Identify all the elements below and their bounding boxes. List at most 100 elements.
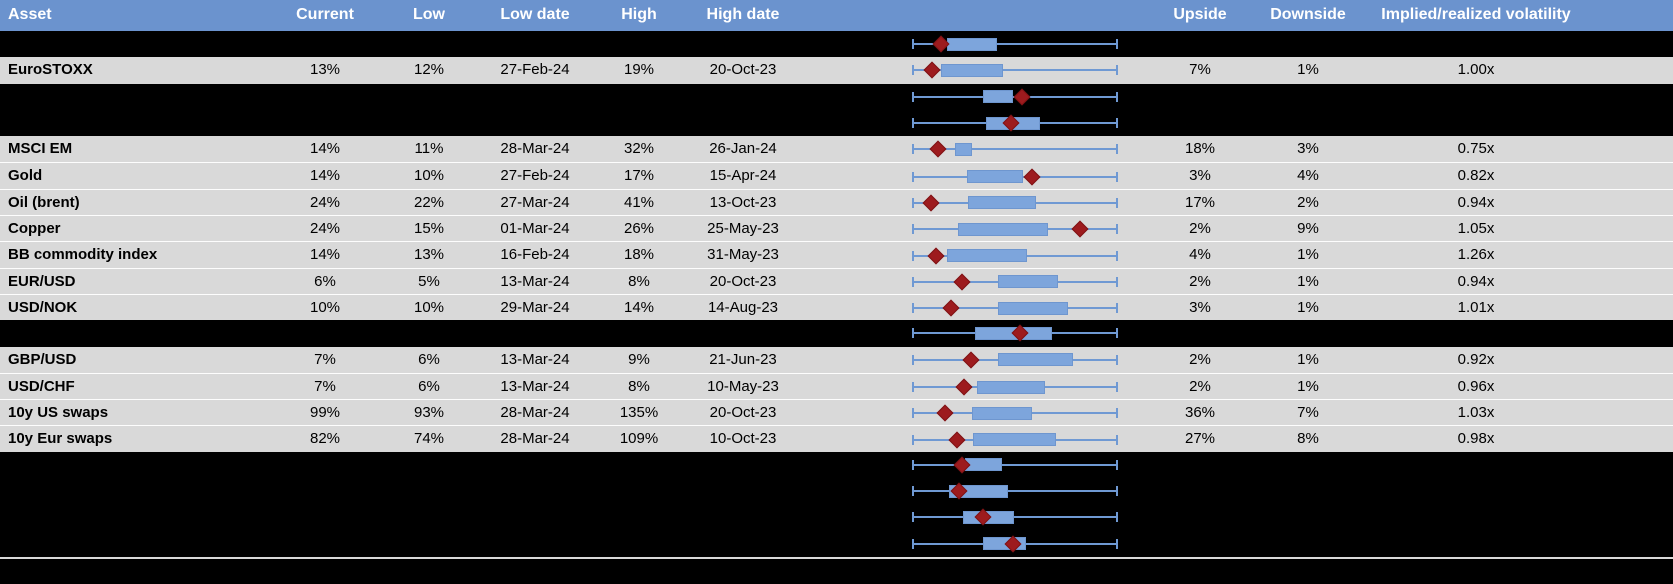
cell-low[interactable]: 6% <box>418 350 440 368</box>
cell-downside[interactable]: 4% <box>1297 167 1319 185</box>
cell-upside[interactable]: 36% <box>1184 404 1216 422</box>
cell-impl-real[interactable] <box>1346 320 1606 346</box>
cell-upside[interactable]: 2% <box>1189 377 1211 395</box>
cell-high[interactable]: 14% <box>623 298 655 316</box>
cell-high[interactable]: 9% <box>628 350 650 368</box>
header-low-date[interactable]: Low date <box>500 6 570 24</box>
header-low[interactable]: Low <box>413 6 445 24</box>
cell-high-date[interactable]: 13-Oct-23 <box>709 193 777 211</box>
cell-low[interactable] <box>396 84 462 110</box>
cell-low[interactable]: 10% <box>413 298 445 316</box>
cell-current[interactable] <box>254 320 396 346</box>
cell-high-date[interactable]: 20-Oct-23 <box>709 404 777 422</box>
cell-asset[interactable]: 10y US swaps <box>8 404 109 422</box>
cell-impl-real[interactable]: 1.26x <box>1457 246 1495 264</box>
cell-high-date[interactable]: 20-Oct-23 <box>709 272 777 290</box>
header-upside[interactable]: Upside <box>1173 6 1227 24</box>
cell-upside[interactable]: 2% <box>1189 272 1211 290</box>
cell-impl-real[interactable]: 0.96x <box>1457 377 1495 395</box>
cell-high-date[interactable] <box>670 478 816 504</box>
cell-upside[interactable] <box>1130 84 1270 110</box>
cell-high-date[interactable]: 10-Oct-23 <box>709 430 777 448</box>
cell-high[interactable] <box>608 478 670 504</box>
cell-low-date[interactable]: 27-Mar-24 <box>500 193 570 211</box>
cell-impl-real[interactable] <box>1346 84 1606 110</box>
header-current[interactable]: Current <box>296 6 354 24</box>
cell-high-date[interactable]: 21-Jun-23 <box>709 350 777 368</box>
cell-asset[interactable]: 10y Eur swaps <box>8 430 113 448</box>
cell-downside[interactable]: 7% <box>1297 404 1319 422</box>
cell-low[interactable]: 15% <box>413 220 445 238</box>
cell-asset[interactable]: MSCI EM <box>8 140 73 158</box>
cell-current[interactable]: 6% <box>314 272 336 290</box>
cell-low[interactable] <box>396 31 462 57</box>
cell-downside[interactable] <box>1270 110 1346 136</box>
cell-impl-real[interactable]: 1.00x <box>1457 61 1495 79</box>
cell-high[interactable]: 17% <box>623 167 655 185</box>
cell-asset[interactable]: USD/CHF <box>8 377 75 395</box>
cell-current[interactable] <box>254 31 396 57</box>
cell-upside[interactable] <box>1130 452 1270 478</box>
cell-low[interactable] <box>396 504 462 530</box>
cell-low[interactable] <box>396 320 462 346</box>
cell-current[interactable]: 14% <box>309 167 341 185</box>
cell-high-date[interactable]: 15-Apr-24 <box>709 167 777 185</box>
cell-current[interactable] <box>254 110 396 136</box>
cell-asset[interactable] <box>0 320 254 346</box>
cell-upside[interactable]: 27% <box>1184 430 1216 448</box>
cell-high[interactable] <box>608 452 670 478</box>
cell-impl-real[interactable]: 1.01x <box>1457 298 1495 316</box>
cell-asset[interactable]: Copper <box>8 220 61 238</box>
cell-high[interactable]: 135% <box>619 404 659 422</box>
cell-asset[interactable] <box>0 478 254 504</box>
cell-impl-real[interactable]: 0.94x <box>1457 272 1495 290</box>
cell-impl-real[interactable]: 0.94x <box>1457 193 1495 211</box>
cell-low[interactable]: 11% <box>414 140 444 158</box>
cell-upside[interactable]: 17% <box>1184 193 1216 211</box>
cell-upside[interactable] <box>1130 504 1270 530</box>
cell-asset[interactable]: BB commodity index <box>8 246 158 264</box>
cell-low[interactable]: 93% <box>413 404 445 422</box>
cell-low[interactable]: 74% <box>413 430 445 448</box>
cell-high[interactable] <box>608 504 670 530</box>
cell-low-date[interactable]: 13-Mar-24 <box>500 350 570 368</box>
cell-current[interactable]: 24% <box>309 220 341 238</box>
cell-downside[interactable]: 3% <box>1297 140 1319 158</box>
cell-low[interactable] <box>396 452 462 478</box>
cell-asset[interactable] <box>0 84 254 110</box>
cell-low-date[interactable] <box>462 531 608 557</box>
cell-impl-real[interactable]: 1.03x <box>1457 404 1495 422</box>
cell-low-date[interactable] <box>462 84 608 110</box>
cell-low[interactable]: 12% <box>413 61 445 79</box>
cell-impl-real[interactable] <box>1346 531 1606 557</box>
cell-high[interactable] <box>608 320 670 346</box>
cell-upside[interactable] <box>1130 320 1270 346</box>
cell-downside[interactable] <box>1270 478 1346 504</box>
cell-impl-real[interactable]: 0.75x <box>1457 140 1495 158</box>
cell-high-date[interactable]: 25-May-23 <box>707 220 779 238</box>
cell-low-date[interactable] <box>462 31 608 57</box>
header-downside[interactable]: Downside <box>1270 6 1346 24</box>
cell-asset[interactable] <box>0 504 254 530</box>
cell-high-date[interactable] <box>670 110 816 136</box>
cell-high[interactable] <box>608 110 670 136</box>
cell-current[interactable]: 99% <box>309 404 341 422</box>
cell-low-date[interactable]: 29-Mar-24 <box>500 298 570 316</box>
cell-downside[interactable] <box>1270 31 1346 57</box>
cell-downside[interactable] <box>1270 320 1346 346</box>
cell-current[interactable]: 7% <box>314 350 336 368</box>
cell-asset[interactable] <box>0 531 254 557</box>
cell-low-date[interactable] <box>462 320 608 346</box>
cell-low-date[interactable]: 28-Mar-24 <box>500 140 570 158</box>
cell-low-date[interactable]: 13-Mar-24 <box>500 272 570 290</box>
cell-impl-real[interactable]: 1.05x <box>1457 220 1495 238</box>
cell-asset[interactable] <box>0 452 254 478</box>
cell-current[interactable] <box>254 504 396 530</box>
cell-asset[interactable]: USD/NOK <box>8 298 78 316</box>
cell-downside[interactable] <box>1270 84 1346 110</box>
cell-low-date[interactable]: 28-Mar-24 <box>500 404 570 422</box>
cell-current[interactable]: 82% <box>309 430 341 448</box>
cell-current[interactable]: 14% <box>309 140 341 158</box>
cell-downside[interactable] <box>1270 531 1346 557</box>
cell-high-date[interactable]: 31-May-23 <box>707 246 779 264</box>
